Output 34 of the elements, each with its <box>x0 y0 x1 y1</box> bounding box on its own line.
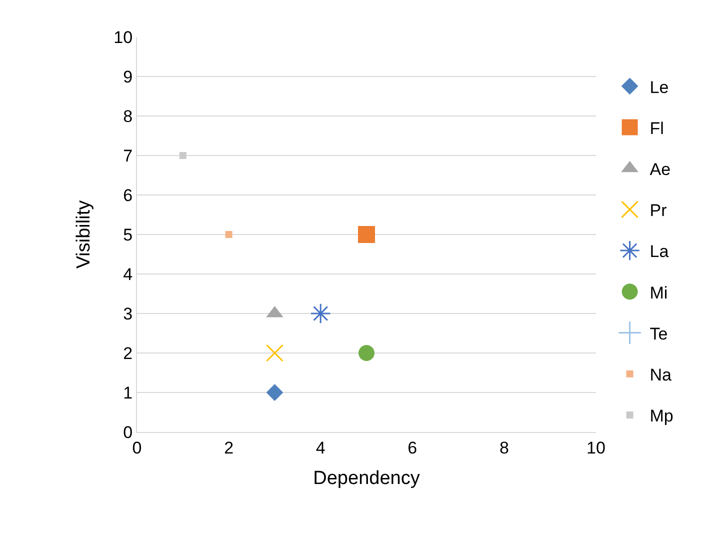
x-tick-label: 6 <box>408 438 418 458</box>
y-tick-label: 5 <box>123 225 133 244</box>
point <box>310 303 331 324</box>
legend-label: La <box>650 242 670 262</box>
legend-label: Te <box>650 324 668 344</box>
x-tick-label: 10 <box>586 438 606 458</box>
y-tick-label: 10 <box>114 28 133 47</box>
legend-label: Na <box>650 365 672 384</box>
legend-label: Mi <box>650 283 668 302</box>
y-tick-label: 1 <box>123 383 133 402</box>
point <box>266 384 284 401</box>
y-tick-label: 9 <box>123 67 133 86</box>
legend-label: Mp <box>650 406 674 426</box>
legend-label: Le <box>650 78 669 97</box>
x-tick-label: 8 <box>499 438 509 458</box>
y-tick-label: 8 <box>123 106 133 126</box>
legend-label: Ae <box>650 160 671 179</box>
y-tick-label: 7 <box>123 146 133 166</box>
point <box>358 226 375 243</box>
y-axis-title: Visibility <box>74 200 95 269</box>
legend-label: Pr <box>650 201 668 220</box>
y-tick-label: 6 <box>123 186 133 205</box>
x-tick-label: 2 <box>224 438 234 458</box>
legend-label: Fl <box>650 118 664 138</box>
point <box>179 152 186 159</box>
point <box>266 344 284 362</box>
point <box>358 345 374 361</box>
y-tick-label: 4 <box>123 264 133 284</box>
y-tick-label: 3 <box>123 304 133 324</box>
x-axis-title: Dependency <box>313 468 420 490</box>
point <box>225 231 232 238</box>
x-tick-label: 4 <box>316 438 326 458</box>
y-tick-label: 0 <box>123 422 133 442</box>
y-tick-label: 2 <box>123 344 133 363</box>
